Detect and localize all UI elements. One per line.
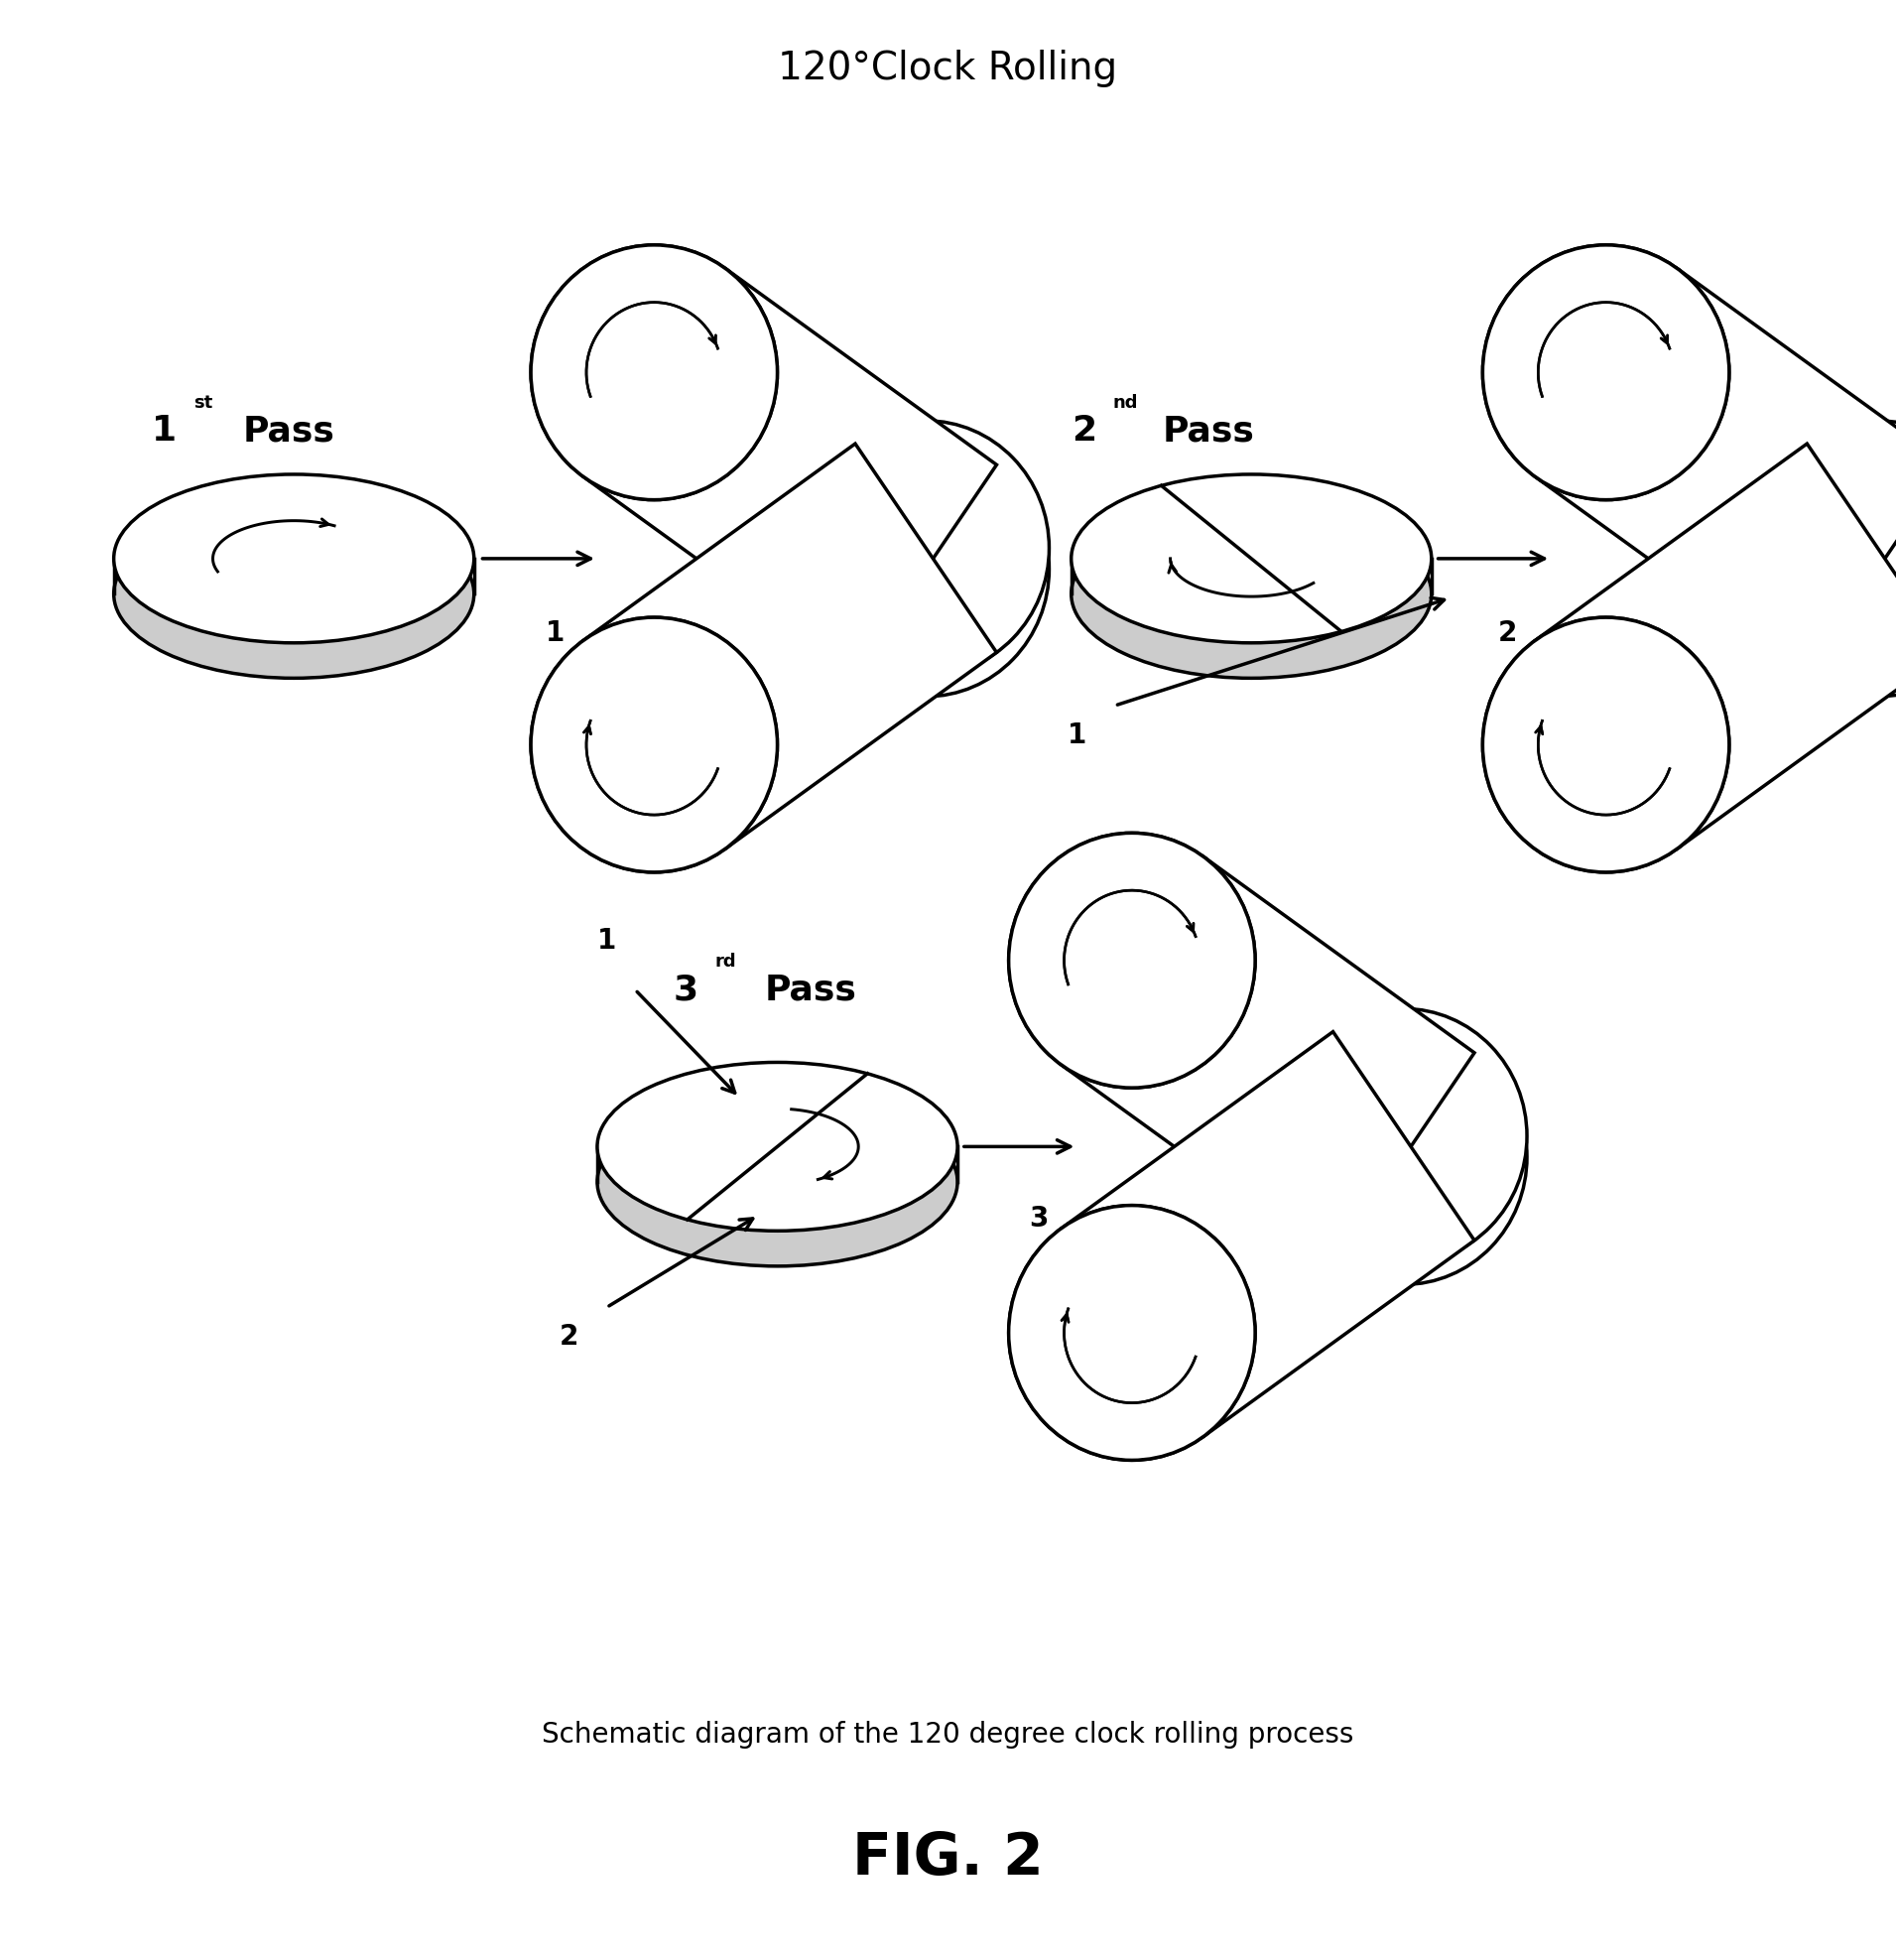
Ellipse shape xyxy=(1009,1205,1255,1460)
Polygon shape xyxy=(584,443,997,849)
Text: 3: 3 xyxy=(1030,1205,1048,1233)
Ellipse shape xyxy=(1071,474,1431,643)
Ellipse shape xyxy=(531,245,777,500)
Ellipse shape xyxy=(1483,245,1729,500)
Text: st: st xyxy=(193,394,212,412)
Text: Pass: Pass xyxy=(243,414,336,449)
Text: 1: 1 xyxy=(1067,721,1086,749)
Ellipse shape xyxy=(1754,421,1896,676)
Ellipse shape xyxy=(1483,617,1729,872)
Polygon shape xyxy=(1536,269,1896,674)
Text: 2: 2 xyxy=(1498,619,1517,647)
Text: 1: 1 xyxy=(152,414,176,449)
Ellipse shape xyxy=(802,421,1048,676)
Polygon shape xyxy=(1062,1031,1475,1437)
Polygon shape xyxy=(1062,857,1475,1262)
Text: 2: 2 xyxy=(559,1323,578,1350)
Ellipse shape xyxy=(1483,245,1729,500)
Ellipse shape xyxy=(531,617,777,872)
Ellipse shape xyxy=(1483,617,1729,872)
Text: 1: 1 xyxy=(546,619,565,647)
Text: rd: rd xyxy=(715,953,736,970)
Ellipse shape xyxy=(531,617,777,872)
Ellipse shape xyxy=(1280,1009,1526,1264)
Ellipse shape xyxy=(597,1098,957,1266)
Text: Schematic diagram of the 120 degree clock rolling process: Schematic diagram of the 120 degree cloc… xyxy=(542,1721,1354,1748)
Ellipse shape xyxy=(1754,441,1896,696)
Text: 120°Clock Rolling: 120°Clock Rolling xyxy=(777,49,1119,88)
Ellipse shape xyxy=(531,245,777,500)
Ellipse shape xyxy=(1009,833,1255,1088)
Ellipse shape xyxy=(1009,833,1255,1088)
Text: FIG. 2: FIG. 2 xyxy=(853,1831,1043,1886)
Ellipse shape xyxy=(802,441,1048,696)
Ellipse shape xyxy=(1071,510,1431,678)
Ellipse shape xyxy=(1009,1205,1255,1460)
Text: 1: 1 xyxy=(597,927,616,955)
Ellipse shape xyxy=(1280,1029,1526,1284)
Text: Pass: Pass xyxy=(764,972,857,1007)
Text: 2: 2 xyxy=(1071,414,1096,449)
Text: Pass: Pass xyxy=(1162,414,1255,449)
Text: nd: nd xyxy=(1113,394,1138,412)
Text: 3: 3 xyxy=(673,972,698,1007)
Ellipse shape xyxy=(114,510,474,678)
Polygon shape xyxy=(584,269,997,674)
Ellipse shape xyxy=(597,1062,957,1231)
Polygon shape xyxy=(1536,443,1896,849)
Ellipse shape xyxy=(114,474,474,643)
